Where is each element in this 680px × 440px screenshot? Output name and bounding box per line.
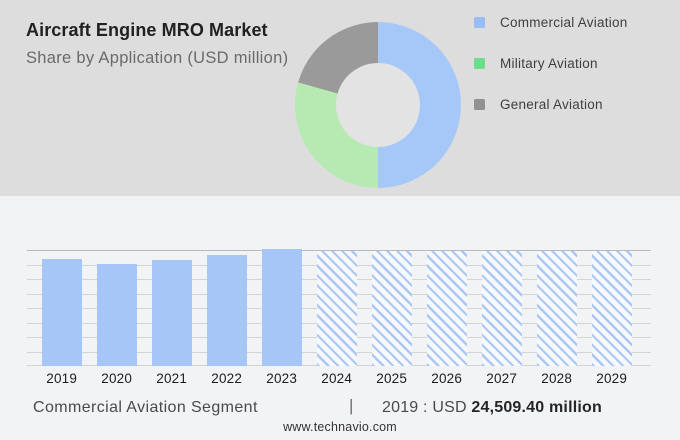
legend-item-military-aviation: Military Aviation xyxy=(474,53,628,73)
legend-item-general-aviation: General Aviation xyxy=(474,94,628,114)
bar-2028 xyxy=(536,250,577,366)
bar-2027 xyxy=(481,250,522,366)
caption-stat-prefix: 2019 : USD xyxy=(382,399,467,416)
x-tick-label-2027: 2027 xyxy=(486,371,518,386)
x-tick-label-2020: 2020 xyxy=(101,371,133,386)
caption-stat: 2019 : USD 24,509.40 million xyxy=(382,399,602,417)
x-tick-label-2019: 2019 xyxy=(46,371,78,386)
bars xyxy=(27,249,651,366)
x-tick-label-2022: 2022 xyxy=(211,371,243,386)
caption-segment-label: Commercial Aviation Segment xyxy=(33,399,258,416)
legend-label: General Aviation xyxy=(500,96,603,112)
bar-2020 xyxy=(96,264,137,366)
website-url: www.technavio.com xyxy=(283,420,397,434)
gridline xyxy=(27,250,651,251)
page-subtitle: Share by Application (USD million) xyxy=(26,49,289,67)
x-tick-label-2026: 2026 xyxy=(431,371,463,386)
bar-chart-band: 2019 2020 2021 2022 2023 2024 2025 2026 2027 2028… xyxy=(0,196,680,440)
x-tick-label-2021: 2021 xyxy=(156,371,188,386)
bar-2024 xyxy=(316,250,357,366)
bar-2029 xyxy=(591,250,632,366)
caption-stat-value: 24,509.40 million xyxy=(471,399,602,416)
page-title: Aircraft Engine MRO Market xyxy=(26,20,268,40)
header-band: Aircraft Engine MRO Market Share by Appl… xyxy=(0,0,680,196)
x-tick-label-2029: 2029 xyxy=(596,371,628,386)
donut-hole xyxy=(336,63,420,147)
x-tick-label-2028: 2028 xyxy=(541,371,573,386)
x-tick-label-2024: 2024 xyxy=(321,371,353,386)
caption-separator: | xyxy=(349,396,354,415)
header: Aircraft Engine MRO Market Share by Appl… xyxy=(26,19,288,68)
legend-label: Commercial Aviation xyxy=(500,14,628,30)
legend: Commercial Aviation Military Aviation Gene… xyxy=(474,12,628,135)
x-tick-label-2023: 2023 xyxy=(266,371,298,386)
bar-2026 xyxy=(426,250,467,366)
x-axis-labels: 2019 2020 2021 2022 2023 2024 2025 2026 2027 2028… xyxy=(27,371,651,387)
donut-chart xyxy=(295,22,461,188)
x-tick-label-2025: 2025 xyxy=(376,371,408,386)
bar-2023 xyxy=(261,249,302,366)
bar-2021 xyxy=(151,260,192,366)
legend-item-commercial-aviation: Commercial Aviation xyxy=(474,12,628,32)
bar-2019 xyxy=(41,258,82,366)
legend-swatch-commercial-aviation xyxy=(474,16,485,28)
bar-2022 xyxy=(206,254,247,366)
legend-swatch-military-aviation xyxy=(474,57,485,69)
legend-label: Military Aviation xyxy=(500,55,598,71)
legend-swatch-general-aviation xyxy=(474,98,485,110)
bar-2025 xyxy=(371,250,412,366)
bar-chart-plot xyxy=(27,249,651,366)
